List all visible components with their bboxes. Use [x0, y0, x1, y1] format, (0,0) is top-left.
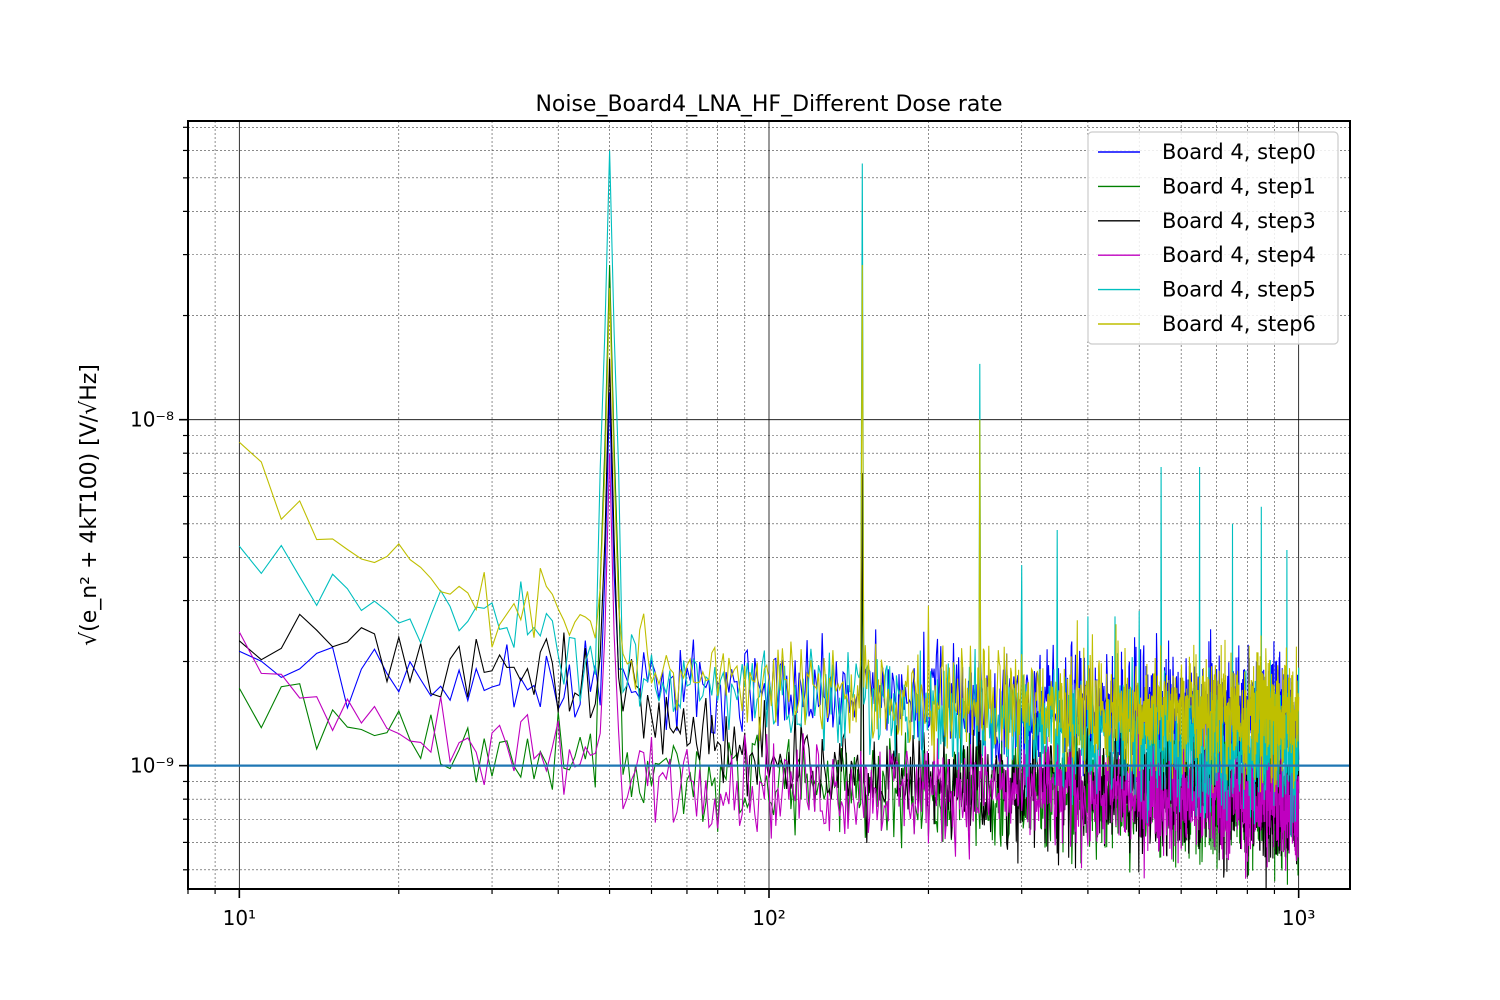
legend-box: [1087, 131, 1339, 345]
y-axis-label: √(e_n² + 4kT100) [V/√Hz]: [77, 364, 102, 646]
y-axis: 10⁻⁹ 10⁻⁸: [130, 126, 188, 871]
legend-label: Board 4, step0: [1162, 140, 1316, 164]
x-tick-label: 10²: [752, 906, 785, 930]
plot-area: [188, 150, 1350, 889]
series-layer: [238, 150, 1300, 889]
legend-label: Board 4, step4: [1162, 243, 1316, 267]
y-tick-label: 10⁻⁸: [130, 408, 174, 432]
legend-label: Board 4, step1: [1162, 174, 1316, 198]
y-tick-label: 10⁻⁹: [130, 754, 174, 778]
x-tick-label: 10³: [1282, 906, 1315, 930]
x-axis: 10¹ 10² 10³: [187, 889, 1315, 930]
legend-label: Board 4, step6: [1162, 312, 1316, 336]
legend-label: Board 4, step3: [1162, 209, 1316, 233]
legend-label: Board 4, step5: [1162, 278, 1316, 302]
x-tick-label: 10¹: [223, 906, 256, 930]
chart-title: Noise_Board4_LNA_HF_Different Dose rate: [535, 92, 1002, 117]
series-line-step5: [238, 264, 1300, 794]
series-line-step4: [238, 150, 1300, 837]
legend: Board 4, step0 Board 4, step1 Board 4, ste…: [1087, 131, 1339, 345]
